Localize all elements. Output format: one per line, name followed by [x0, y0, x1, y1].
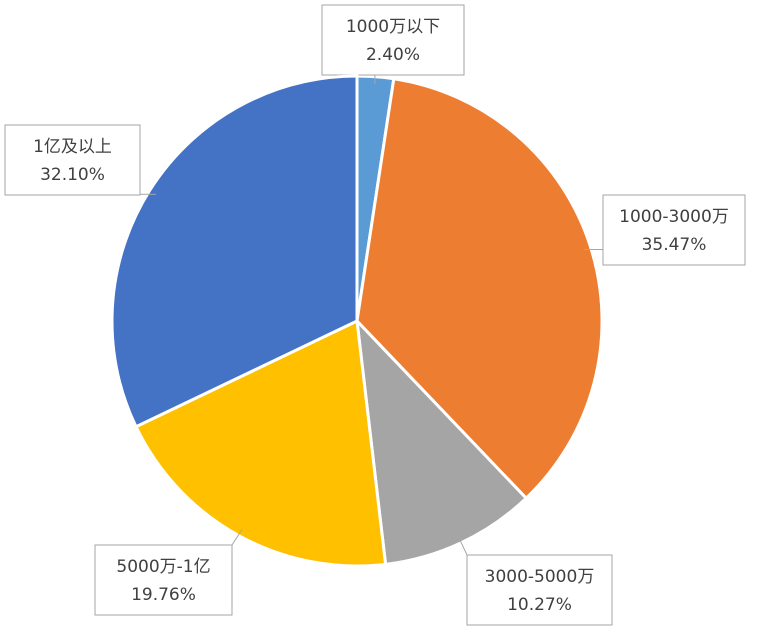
slice-label: 1000-3000万	[619, 207, 729, 227]
pie-slice	[110, 74, 359, 429]
label-box	[321, 4, 465, 76]
value-label: 10.27%	[507, 595, 572, 615]
slice-label: 3000-5000万	[485, 567, 595, 587]
leader-line	[231, 528, 243, 546]
label-box	[94, 544, 233, 616]
label-box	[602, 194, 746, 266]
slice-label: 5000万-1亿	[116, 557, 210, 577]
value-label: 19.76%	[131, 585, 196, 605]
value-label: 35.47%	[642, 235, 707, 255]
leader-line	[457, 535, 468, 556]
slice-label: 1000万以下	[346, 17, 440, 37]
pie-slice	[355, 77, 604, 501]
value-label: 2.40%	[366, 45, 420, 65]
value-label: 32.10%	[40, 165, 105, 185]
slice-label: 1亿及以上	[33, 137, 112, 157]
pie-slice	[133, 318, 388, 568]
label-box	[4, 124, 141, 196]
label-box	[466, 554, 613, 626]
